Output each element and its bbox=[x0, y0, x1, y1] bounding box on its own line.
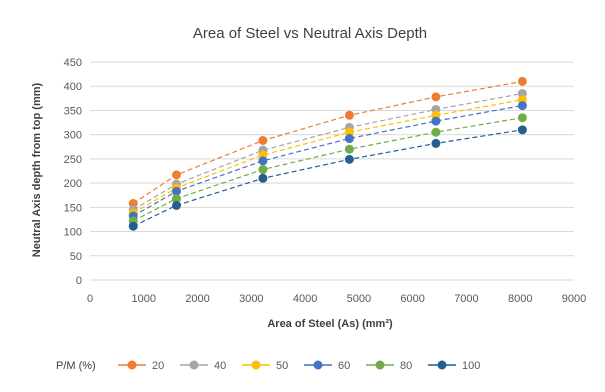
y-tick-label: 350 bbox=[64, 105, 82, 117]
legend-label: 80 bbox=[400, 360, 412, 372]
legend-marker bbox=[437, 360, 447, 370]
legend-marker bbox=[189, 360, 199, 370]
series-line bbox=[132, 99, 523, 214]
data-point bbox=[171, 194, 181, 204]
data-point bbox=[344, 127, 354, 137]
data-point bbox=[171, 186, 181, 196]
data-point bbox=[344, 154, 354, 164]
data-point bbox=[431, 92, 441, 102]
legend-label: 60 bbox=[338, 360, 350, 372]
x-tick-label: 0 bbox=[87, 293, 93, 305]
legend-marker bbox=[127, 360, 137, 370]
legend-item-100: 100 bbox=[428, 360, 480, 372]
legend-item-20: 20 bbox=[118, 360, 164, 372]
series-50 bbox=[128, 95, 527, 218]
data-point bbox=[171, 200, 181, 210]
legend-marker bbox=[251, 360, 261, 370]
series-line bbox=[132, 117, 523, 222]
legend-item-40: 40 bbox=[180, 360, 226, 372]
x-tick-label: 6000 bbox=[400, 293, 424, 305]
series-60 bbox=[128, 101, 527, 221]
data-point bbox=[258, 173, 268, 183]
y-tick-label: 150 bbox=[64, 202, 82, 214]
series-40 bbox=[128, 88, 527, 215]
data-point bbox=[258, 156, 268, 166]
data-point bbox=[258, 165, 268, 175]
x-axis-title: Area of Steel (As) (mm²) bbox=[267, 318, 393, 330]
y-tick-label: 400 bbox=[64, 81, 82, 93]
data-point bbox=[517, 76, 527, 86]
y-tick-label: 50 bbox=[70, 251, 82, 263]
gridlines bbox=[90, 61, 574, 281]
series-line bbox=[132, 129, 523, 227]
legend-label: 50 bbox=[276, 360, 288, 372]
x-tick-label: 8000 bbox=[508, 293, 532, 305]
y-tick-label: 0 bbox=[76, 275, 82, 287]
x-tick-label: 1000 bbox=[132, 293, 156, 305]
x-tick-label: 5000 bbox=[347, 293, 371, 305]
y-tick-label: 250 bbox=[64, 154, 82, 166]
data-point bbox=[258, 135, 268, 145]
y-tick-label: 300 bbox=[64, 130, 82, 142]
legend-label: 40 bbox=[214, 360, 226, 372]
series-group bbox=[128, 76, 527, 231]
axes: 0 50 100 150 200 250 300 350 400 450 0 1000 2000 3000… bbox=[64, 57, 587, 305]
data-point bbox=[128, 198, 138, 208]
legend-item-60: 60 bbox=[304, 360, 350, 372]
data-point bbox=[431, 116, 441, 126]
legend: P/M (%) 20 40 50 60 80 100 bbox=[56, 360, 480, 372]
data-point bbox=[344, 134, 354, 144]
data-point bbox=[128, 221, 138, 231]
data-point bbox=[517, 101, 527, 111]
data-point bbox=[517, 88, 527, 98]
data-point bbox=[517, 125, 527, 135]
y-tick-label: 200 bbox=[64, 178, 82, 190]
legend-item-80: 80 bbox=[366, 360, 412, 372]
series-line bbox=[132, 80, 523, 205]
x-tick-label: 2000 bbox=[185, 293, 209, 305]
x-tick-label: 7000 bbox=[454, 293, 478, 305]
legend-label: 100 bbox=[462, 360, 480, 372]
data-point bbox=[344, 110, 354, 120]
y-tick-label: 100 bbox=[64, 227, 82, 239]
y-tick-label: 450 bbox=[64, 57, 82, 69]
series-line bbox=[132, 105, 523, 217]
legend-label: 20 bbox=[152, 360, 164, 372]
y-axis-title: Neutral Axis depth from top (mm) bbox=[31, 82, 43, 257]
legend-item-50: 50 bbox=[242, 360, 288, 372]
data-point bbox=[431, 138, 441, 148]
series-line bbox=[132, 92, 523, 211]
series-20 bbox=[128, 76, 527, 208]
x-tick-label: 4000 bbox=[293, 293, 317, 305]
series-100 bbox=[128, 125, 527, 231]
data-point bbox=[431, 127, 441, 137]
chart-title: Area of Steel vs Neutral Axis Depth bbox=[193, 25, 427, 42]
legend-title: P/M (%) bbox=[56, 360, 96, 372]
legend-marker bbox=[375, 360, 385, 370]
legend-marker bbox=[313, 360, 323, 370]
data-point bbox=[344, 144, 354, 154]
series-80 bbox=[128, 113, 527, 226]
x-tick-label: 9000 bbox=[562, 293, 586, 305]
data-point bbox=[171, 170, 181, 180]
x-tick-label: 3000 bbox=[239, 293, 263, 305]
data-point bbox=[517, 113, 527, 123]
